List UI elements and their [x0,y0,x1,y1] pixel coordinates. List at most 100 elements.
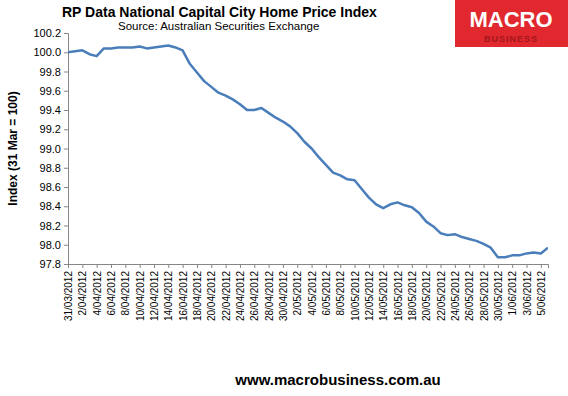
x-tick-mark [226,264,227,268]
x-tick-mark [283,264,284,268]
x-tick: 10/04/2012 [135,264,146,321]
y-tick: 98.0 [40,239,68,251]
x-tick-label: 10/04/2012 [135,271,146,321]
x-tick-label: 22/05/2012 [436,271,447,321]
logo-text: MACRO [469,7,552,32]
x-tick: 22/04/2012 [221,264,232,321]
x-tick-mark [469,264,470,268]
x-tick-mark [484,264,485,268]
y-tick-mark [64,206,68,207]
plot-area [68,46,548,258]
x-tick-label: 22/04/2012 [221,271,232,321]
x-tick: 24/04/2012 [235,264,246,321]
x-tick-mark [97,264,98,268]
subtitle: Source: Australian Securities Exchange [118,20,319,32]
y-tick: 99.6 [40,85,68,97]
x-tick-mark [240,264,241,268]
x-tick-mark [297,264,298,268]
y-tick-label: 98.4 [40,200,61,212]
y-tick-label: 99.6 [40,85,61,97]
x-tick: 2/05/2012 [292,264,303,316]
x-tick: 6/05/2012 [321,264,332,316]
x-tick-label: 20/04/2012 [206,271,217,321]
footer: www.macrobusiness.com.au [234,371,440,388]
x-tick-label: 1/06/2012 [507,271,518,316]
x-tick: 14/04/2012 [163,264,174,321]
x-tick-label: 24/04/2012 [235,271,246,321]
x-axis-line [69,265,549,269]
x-tick: 3/06/2012 [522,264,533,316]
y-tick-label: 100.2 [33,27,61,39]
y-tick: 99.8 [40,66,68,78]
y-axis-line [64,34,69,265]
x-tick: 12/04/2012 [149,264,160,321]
x-tick-mark [498,264,499,268]
x-tick-mark [455,264,456,268]
y-tick: 100.0 [33,46,68,58]
y-tick-mark [64,149,68,150]
x-tick: 16/05/2012 [393,264,404,321]
x-axis: 31/03/20122/04/20124/04/20126/04/20128/0… [63,264,549,321]
x-tick-mark [140,264,141,268]
x-tick-label: 14/05/2012 [378,271,389,321]
x-tick-mark [269,264,270,268]
x-tick-mark [426,264,427,268]
x-tick: 22/05/2012 [436,264,447,321]
y-tick: 99.2 [40,123,68,135]
x-tick-label: 16/04/2012 [178,271,189,321]
x-tick-mark [68,264,69,268]
x-tick: 10/05/2012 [350,264,361,321]
x-tick-label: 6/05/2012 [321,271,332,316]
y-tick-mark [64,52,68,53]
y-tick-label: 100.0 [33,46,61,58]
x-tick: 28/04/2012 [264,264,275,321]
x-tick-label: 8/05/2012 [335,271,346,316]
x-tick-label: 24/05/2012 [450,271,461,321]
x-tick-label: 18/05/2012 [407,271,418,321]
x-tick-mark [211,264,212,268]
y-tick-label: 99.0 [40,143,61,155]
x-tick: 31/03/2012 [63,264,74,321]
x-tick-mark [369,264,370,268]
x-tick-label: 14/04/2012 [163,271,174,321]
y-tick: 98.8 [40,162,68,174]
x-tick-mark [312,264,313,268]
y-tick-mark [64,129,68,130]
x-tick-mark [412,264,413,268]
x-tick-mark [326,264,327,268]
y-tick-mark [64,245,68,246]
y-tick-mark [64,91,68,92]
x-tick: 14/05/2012 [378,264,389,321]
x-tick-mark [383,264,384,268]
x-tick: 18/05/2012 [407,264,418,321]
y-tick-label: 99.4 [40,104,61,116]
logo-box [455,0,568,47]
y-tick: 98.2 [40,220,68,232]
y-tick: 97.8 [40,258,68,270]
y-tick: 98.6 [40,181,68,193]
x-tick-label: 2/04/2012 [77,271,88,316]
x-tick: 18/04/2012 [192,264,203,321]
x-tick: 20/04/2012 [206,264,217,321]
x-tick-label: 12/05/2012 [364,271,375,321]
x-tick: 8/05/2012 [335,264,346,316]
x-tick: 16/04/2012 [178,264,189,321]
y-tick-mark [64,168,68,169]
x-tick-label: 2/05/2012 [292,271,303,316]
x-tick-mark [168,264,169,268]
x-tick-label: 28/04/2012 [264,271,275,321]
x-tick-label: 31/03/2012 [63,271,74,321]
y-tick-mark [64,264,68,265]
chart: RP Data National Capital City Home Price… [0,0,568,396]
line [68,46,548,258]
x-tick-label: 5/06/2012 [536,271,547,316]
x-tick-label: 12/04/2012 [149,271,160,321]
x-tick: 12/05/2012 [364,264,375,321]
y-tick-mark [64,226,68,227]
x-tick-mark [398,264,399,268]
x-tick: 30/04/2012 [278,264,289,321]
x-tick-label: 4/05/2012 [307,271,318,316]
y-tick-mark [64,187,68,188]
x-tick: 4/05/2012 [307,264,318,316]
y-axis-title: Index (31 Mar = 100) [6,91,20,205]
